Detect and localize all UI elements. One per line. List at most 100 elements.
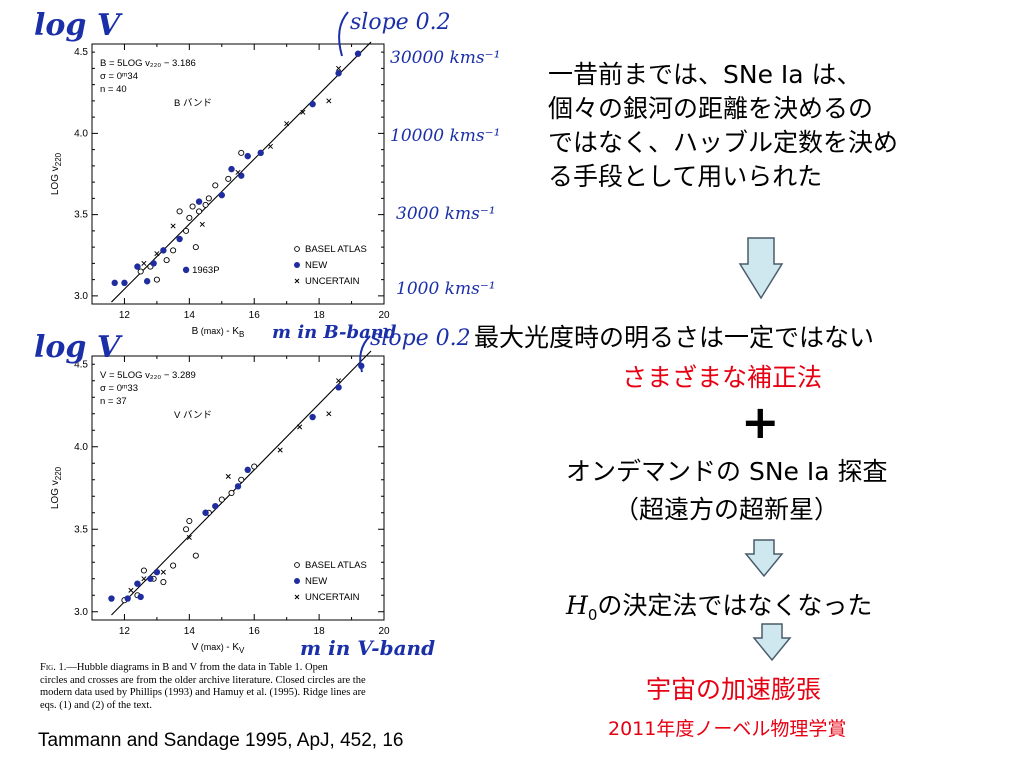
figure-caption: Fig. 1.—Hubble diagrams in B and V from …	[40, 662, 428, 712]
data-point-uncertain	[154, 251, 160, 257]
caption-line: circles and crosses are from the older a…	[40, 674, 366, 686]
data-point-uncertain	[267, 143, 273, 149]
down-arrow-2	[744, 539, 784, 578]
h0-subscript: 0	[587, 606, 598, 624]
data-point-new	[354, 50, 362, 57]
data-point-new	[244, 152, 251, 160]
legend-marker	[294, 246, 300, 252]
ridge-line	[111, 41, 372, 303]
data-point-basel	[218, 496, 225, 503]
legend-label: UNCERTAIN	[305, 592, 360, 603]
x-tick-label: 14	[184, 626, 196, 637]
data-point-basel	[202, 201, 209, 208]
data-point-basel	[238, 476, 245, 483]
y-tick-label: 4.5	[74, 359, 88, 370]
x-tick-label: 16	[249, 626, 261, 637]
data-point-new	[134, 580, 141, 587]
data-point-basel	[196, 208, 203, 215]
accelerating-expansion: 宇宙の加速膨張	[646, 675, 822, 704]
data-point-basel	[170, 247, 177, 254]
annotation-logv-top: log V	[34, 8, 121, 43]
data-point-basel	[186, 214, 193, 221]
data-point-new	[335, 384, 342, 391]
data-point-new	[111, 279, 118, 287]
y-tick-label: 3.0	[74, 607, 88, 618]
data-point-basel	[192, 244, 199, 251]
data-point-basel	[189, 203, 196, 210]
x-tick-label: 18	[314, 626, 326, 637]
fit-stat: σ = 0ᵐ33	[100, 383, 138, 394]
data-point-new	[137, 593, 144, 601]
velocity-label-3000: 3000 kms⁻¹	[396, 204, 496, 224]
h0-rest: の決定法ではなくなった	[597, 591, 873, 620]
slope-pointer-top	[338, 11, 349, 57]
x-tick-label: 18	[314, 310, 326, 321]
y-tick-label: 4.5	[74, 47, 88, 58]
x-tick-label: 12	[119, 626, 131, 637]
statement-text: 最大光度時の明るさは一定ではない	[474, 323, 875, 352]
x-tick-label: 20	[378, 626, 390, 637]
intro-line: る手段として用いられた	[548, 162, 823, 191]
data-point-basel	[186, 517, 193, 525]
fit-stat: B = 5LOG v₂₂₀ − 3.186	[100, 58, 196, 69]
velocity-label-1000: 1000 kms⁻¹	[396, 279, 496, 299]
caption-lead: Fig. 1.	[40, 662, 67, 673]
legend-label: BASEL ATLAS	[305, 560, 367, 571]
data-point-basel	[238, 149, 245, 156]
down-arrow-3	[752, 623, 792, 662]
y-tick-label: 3.0	[74, 291, 88, 302]
x-axis-label: B (max) - KB	[192, 326, 245, 339]
annotation-m-v-band: m in V-band	[300, 636, 436, 660]
legend-label: UNCERTAIN	[305, 276, 360, 287]
y-axis-label: LOG v220	[50, 466, 63, 509]
data-point-new	[218, 191, 225, 199]
data-point-uncertain	[300, 109, 306, 115]
y-tick-label: 3.5	[74, 524, 88, 535]
data-point-basel	[183, 526, 190, 533]
data-point-basel	[137, 268, 144, 275]
data-point-uncertain	[284, 121, 290, 127]
legend-marker	[294, 262, 300, 268]
data-point-new	[195, 198, 203, 205]
data-point-uncertain	[225, 473, 231, 480]
data-point-uncertain	[141, 260, 147, 266]
data-point-new	[124, 595, 131, 602]
hubble-diagram-b-band: 12 14 16 18 20 3.0 3.5 4.0 4.5 B (max) - KB LOG v2…	[50, 41, 390, 339]
legend-marker	[294, 278, 300, 284]
data-point-basel	[228, 489, 235, 497]
survey-text: オンデマンドの SNe Ia 探査	[566, 457, 888, 486]
data-point-uncertain	[277, 447, 283, 453]
data-point-new	[147, 575, 154, 582]
data-point-uncertain	[326, 98, 332, 104]
data-point-uncertain	[128, 587, 134, 593]
hubble-diagrams: 12 14 16 18 20 3.0 3.5 4.0 4.5 B (max) - KB LOG v2…	[50, 41, 390, 655]
y-tick-label: 4.0	[74, 442, 88, 453]
fit-stat: σ = 0ᵐ34	[100, 71, 138, 82]
data-point-basel	[183, 227, 190, 234]
legend-marker	[294, 594, 300, 600]
down-arrow-1	[738, 237, 784, 300]
data-point-basel	[192, 552, 199, 559]
data-point-uncertain	[235, 169, 241, 175]
x-tick-label: 12	[119, 310, 131, 321]
data-point-new	[160, 247, 167, 254]
data-point-uncertain	[160, 569, 166, 575]
data-point-uncertain	[297, 424, 303, 430]
data-point-uncertain	[141, 576, 147, 582]
data-point-basel	[170, 562, 177, 569]
y-tick-label: 3.5	[74, 210, 88, 221]
data-point-basel	[251, 463, 258, 470]
data-point-new	[134, 263, 141, 270]
caption-line: modern data used by Phillips (1993) and …	[40, 687, 366, 698]
data-point-uncertain	[170, 223, 176, 229]
x-tick-label: 20	[378, 310, 390, 321]
point-label: 1963P	[192, 265, 219, 276]
data-point-new	[153, 568, 161, 576]
y-axis-label: LOG v220	[50, 152, 63, 195]
nobel-prize-note: 2011年度ノーベル物理学賞	[608, 718, 847, 740]
ridge-line	[111, 350, 372, 616]
velocity-label-10000: 10000 kms⁻¹	[390, 126, 501, 146]
data-point-new	[309, 100, 316, 108]
citation: Tammann and Sandage 1995, ApJ, 452, 16	[38, 730, 404, 751]
data-point-uncertain	[326, 411, 332, 417]
